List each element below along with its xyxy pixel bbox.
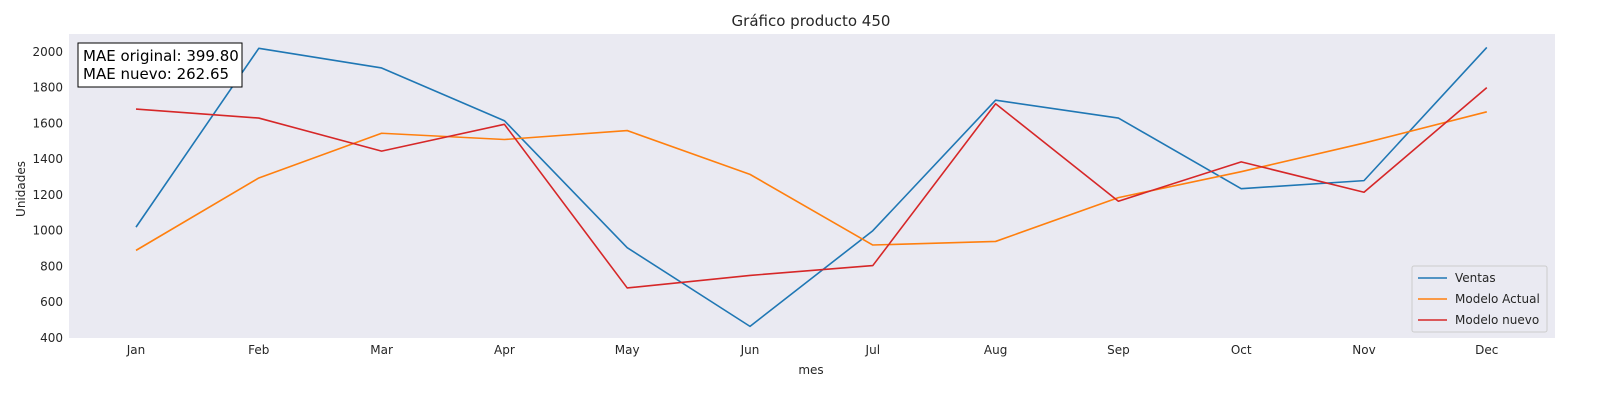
x-tick-label: Feb [248, 343, 269, 357]
legend-label-ventas: Ventas [1455, 271, 1496, 285]
mae-annotation-box: MAE original: 399.80 MAE nuevo: 262.65 [77, 42, 243, 88]
y-tick-label: 600 [40, 295, 63, 309]
series-line-modelo-nuevo [135, 87, 1488, 289]
x-tick-label: Jun [740, 343, 760, 357]
y-tick-label: 2000 [32, 45, 63, 59]
annotation-line-1: MAE original: 399.80 [83, 47, 239, 65]
x-tick-label: Nov [1352, 343, 1375, 357]
x-tick-label: Oct [1231, 343, 1252, 357]
annotation-line-2: MAE nuevo: 262.65 [83, 65, 229, 83]
y-tick-label: 400 [40, 331, 63, 345]
x-axis-ticks: Jan Feb Mar Apr May Jun Jul Aug Sep Oct Nov Dec [126, 343, 1499, 357]
chart-title: Gráfico producto 450 [732, 12, 891, 30]
legend-frame [1411, 265, 1548, 333]
x-tick-label: May [615, 343, 640, 357]
y-tick-label: 1000 [32, 224, 63, 238]
x-tick-label: Jul [865, 343, 880, 357]
x-tick-label: Dec [1475, 343, 1498, 357]
legend-label-modelo-nuevo: Modelo nuevo [1455, 313, 1539, 327]
y-tick-label: 800 [40, 259, 63, 273]
y-axis-ticks: 400 600 800 1000 1200 1400 1600 1800 2000 [32, 45, 63, 345]
x-axis-label: mes [798, 363, 823, 377]
y-tick-label: 1200 [32, 188, 63, 202]
y-axis-label: Unidades [14, 161, 28, 217]
x-tick-label: Apr [494, 343, 515, 357]
x-tick-label: Sep [1107, 343, 1130, 357]
plot-area [69, 34, 1555, 338]
legend-label-modelo-actual: Modelo Actual [1455, 292, 1540, 306]
annotation-frame [77, 42, 243, 88]
y-tick-label: 1400 [32, 152, 63, 166]
legend: Ventas Modelo Actual Modelo nuevo [1411, 265, 1548, 333]
y-tick-label: 1800 [32, 81, 63, 95]
series-line-ventas [135, 46, 1488, 328]
y-tick-label: 1600 [32, 116, 63, 130]
x-tick-label: Aug [984, 343, 1007, 357]
series-lines [135, 46, 1488, 328]
x-tick-label: Jan [126, 343, 146, 357]
x-tick-label: Mar [370, 343, 393, 357]
